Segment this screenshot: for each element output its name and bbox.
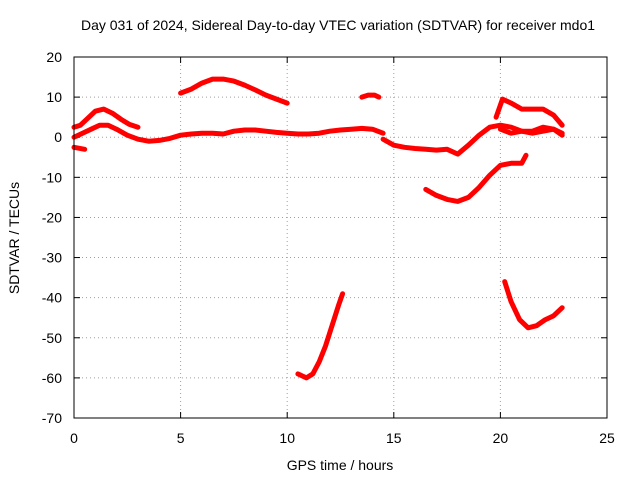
series-arc-7	[359, 92, 382, 100]
data-series	[71, 76, 565, 381]
series-arc-9	[423, 152, 529, 204]
y-tick-label: -70	[42, 410, 62, 426]
x-tick-label: 20	[493, 430, 509, 446]
y-tick-label: 20	[46, 49, 62, 65]
series-arc-1	[71, 106, 141, 130]
x-tick-label: 25	[599, 430, 615, 446]
y-tick-label: -10	[42, 169, 62, 185]
series-arc-10	[295, 291, 346, 381]
y-tick-label: -50	[42, 330, 62, 346]
y-tick-labels: 20 10 0 -10 -20 -30 -40 -50 -60 -70	[42, 49, 62, 426]
x-tick-label: 5	[177, 430, 185, 446]
x-tick-label: 0	[70, 430, 78, 446]
plot-frame	[73, 56, 608, 419]
series-arc-3	[71, 122, 386, 144]
y-tick-label: -20	[42, 209, 62, 225]
x-tick-labels: 0 5 10 15 20 25	[70, 430, 615, 446]
series-arc-5	[497, 126, 565, 136]
y-tick-label: -30	[42, 250, 62, 266]
series-arc-8	[493, 96, 565, 128]
y-tick-label: -40	[42, 290, 62, 306]
chart-title: Day 031 of 2024, Sidereal Day-to-day VTE…	[81, 17, 595, 33]
series-arc-11	[502, 279, 565, 331]
series-arc-4	[380, 122, 565, 157]
series-arc-6	[178, 76, 290, 106]
y-tick-label: 0	[54, 129, 62, 145]
x-tick-label: 15	[386, 430, 402, 446]
x-axis-label: GPS time / hours	[287, 457, 394, 473]
y-axis-label: SDTVAR / TECUs	[6, 182, 22, 294]
series-arc-2	[71, 144, 88, 152]
y-tick-label: 10	[46, 89, 62, 105]
y-tick-label: -60	[42, 370, 62, 386]
x-tick-label: 10	[279, 430, 295, 446]
